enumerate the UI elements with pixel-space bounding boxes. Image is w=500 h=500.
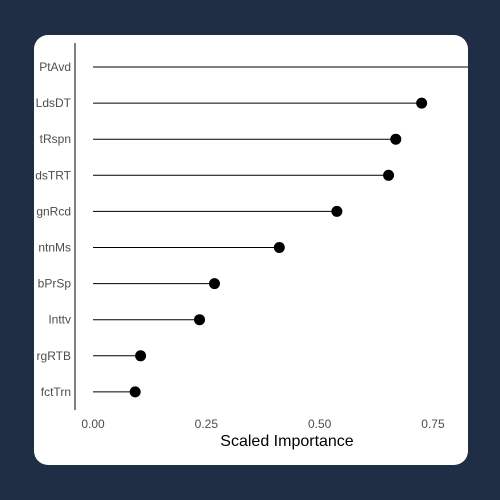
importance-chart: PtAvd LdsDT tRspn dsTRT gnRcd ntnMs bPrSp Inttv…: [35, 43, 468, 450]
y-tick-label-Inttv: Inttv: [48, 313, 71, 327]
x-tick-label: 0.00: [81, 417, 105, 431]
point-LdsDT: [416, 97, 428, 109]
y-tick-label-dsTRT: dsTRT: [35, 168, 71, 182]
y-tick-label-rgRTB: rgRTB: [37, 349, 71, 363]
point-gnRcd: [331, 205, 343, 217]
x-axis-title: Scaled Importance: [220, 433, 354, 450]
point-fctTrn: [129, 386, 141, 398]
y-tick-labels: PtAvd LdsDT tRspn dsTRT gnRcd ntnMs bPrSp Inttv…: [35, 60, 71, 399]
y-tick-label-gnRcd: gnRcd: [36, 204, 71, 218]
y-tick-label-bPrSp: bPrSp: [38, 277, 72, 291]
point-Inttv: [194, 314, 206, 326]
x-tick-label: 0.25: [195, 417, 219, 431]
y-tick-label-tRspn: tRspn: [40, 132, 71, 146]
points-group: [129, 97, 428, 398]
y-tick-label-LdsDT: LdsDT: [36, 96, 72, 110]
chart-card: PtAvd LdsDT tRspn dsTRT gnRcd ntnMs bPrSp Inttv…: [34, 35, 468, 465]
point-ntnMs: [273, 242, 285, 253]
point-rgRTB: [135, 350, 147, 362]
stems-group: [93, 66, 468, 393]
point-dsTRT: [383, 169, 395, 181]
point-bPrSp: [208, 278, 220, 290]
y-tick-label-ntnMs: ntnMs: [38, 241, 71, 255]
x-tick-label: 0.75: [421, 417, 445, 431]
x-tick-labels: 0.00 0.25 0.50 0.75: [81, 417, 445, 431]
y-tick-label-PtAvd: PtAvd: [39, 60, 71, 74]
y-tick-label-fctTrn: fctTrn: [41, 385, 71, 399]
x-tick-label: 0.50: [308, 417, 332, 431]
point-tRspn: [390, 133, 402, 145]
